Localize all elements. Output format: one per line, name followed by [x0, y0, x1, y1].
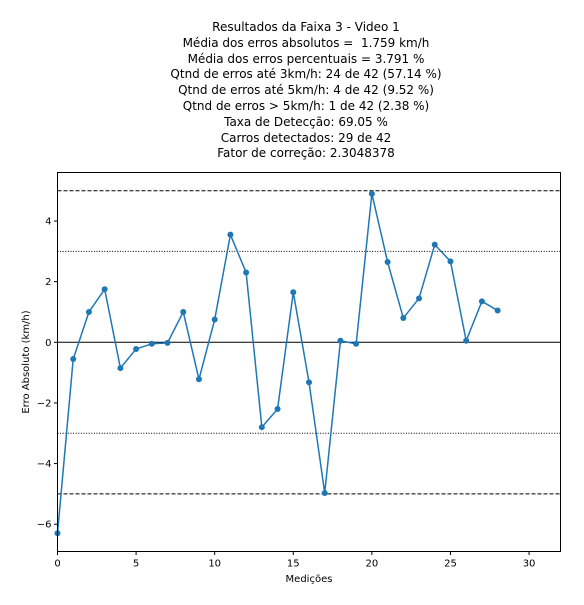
title-line: Carros detectados: 29 de 42	[220, 130, 392, 145]
x-tick-label: 10	[208, 559, 221, 570]
title-line: Qtnd de erros > 5km/h: 1 de 42 (2.38 %)	[182, 98, 430, 113]
data-point	[384, 258, 391, 265]
data-point	[274, 405, 281, 412]
data-point	[306, 379, 312, 386]
data-point	[195, 376, 202, 383]
data-point	[368, 190, 375, 197]
title-line: Fator de correção: 2.3048378	[217, 146, 395, 161]
data-point	[463, 337, 470, 344]
y-tick-label: 4	[45, 217, 51, 228]
data-point	[416, 295, 423, 302]
data-point	[290, 289, 297, 296]
y-tick-label: 0	[45, 338, 51, 349]
title-line: Taxa de Detecção: 69.05 %	[224, 114, 388, 129]
x-tick-label: 30	[523, 559, 536, 570]
data-point	[431, 241, 438, 248]
data-point	[494, 307, 501, 314]
y-tick-label: 2	[45, 277, 51, 288]
x-tick-label: 0	[54, 559, 60, 570]
data-point	[117, 365, 124, 372]
title-line: Qtnd de erros até 3km/h: 24 de 42 (57.14…	[170, 67, 442, 82]
y-tick-label: −6	[37, 520, 52, 531]
data-point	[85, 308, 92, 315]
y-axis-label: Erro Absoluto (km/h)	[21, 310, 32, 413]
chart-title: Resultados da Faixa 3 - Video 1 Média do…	[0, 20, 584, 162]
title-line: Média dos erros percentuais = 3.791 %	[187, 51, 425, 66]
title-line: Média dos erros absolutos = 1.759 km/h	[182, 35, 430, 50]
data-point	[337, 337, 344, 344]
plot-frame	[57, 172, 561, 552]
axes: 0 5 10 15 20 25 30 −6 −4 −2 0 2 4	[37, 172, 561, 570]
data-point	[447, 258, 454, 265]
y-tick-label: −4	[37, 459, 52, 470]
y-tick-label: −2	[37, 398, 52, 409]
title-line: Resultados da Faixa 3 - Video 1	[212, 20, 400, 34]
data-point	[353, 340, 360, 347]
data-point	[101, 286, 108, 293]
series-line	[56, 193, 499, 534]
x-tick-label: 15	[287, 559, 300, 570]
data-point	[400, 315, 407, 322]
data-point	[227, 231, 234, 238]
data-point	[148, 340, 155, 347]
series-layer	[54, 190, 501, 537]
x-axis-label: Medições	[286, 574, 333, 585]
data-point	[258, 424, 265, 431]
data-point	[164, 339, 171, 346]
data-point	[180, 308, 187, 315]
title-line: Qtnd de erros até 5km/h: 4 de 42 (9.52 %…	[178, 83, 434, 98]
data-point	[478, 298, 485, 305]
data-point	[321, 489, 328, 496]
x-tick-label: 5	[133, 559, 139, 570]
data-point	[211, 316, 218, 323]
reference-lines	[57, 190, 561, 495]
data-point	[133, 345, 140, 352]
data-point	[70, 355, 77, 362]
x-tick-label: 25	[444, 559, 457, 570]
data-point	[243, 269, 250, 276]
x-tick-label: 20	[366, 559, 379, 570]
